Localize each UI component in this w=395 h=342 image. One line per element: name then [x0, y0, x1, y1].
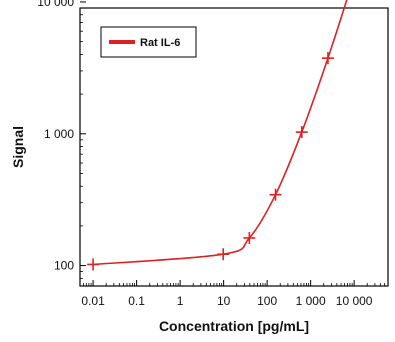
x-tick-label: 1 000: [296, 294, 326, 308]
x-tick-label: 10: [217, 294, 231, 308]
x-tick-label: 100: [257, 294, 277, 308]
data-point-marker: [87, 258, 100, 271]
x-tick-label: 0.01: [81, 294, 105, 308]
y-tick-label: 10 000: [37, 0, 74, 9]
x-tick-label: 0.1: [128, 294, 145, 308]
x-tick-label: 1: [177, 294, 184, 308]
y-tick-label: 1 000: [44, 127, 74, 141]
plot-frame: [79, 7, 389, 287]
x-axis-tick-labels: 0.01 0.1 1 10 100 1 000 10 000: [81, 294, 372, 308]
data-point-marker: [295, 126, 308, 139]
x-tick-label: 10 000: [336, 294, 373, 308]
data-point-marker: [243, 231, 256, 244]
y-tick-label: 100: [54, 259, 74, 273]
y-axis-minor-ticks: [80, 14, 83, 279]
data-point-marker: [269, 188, 282, 201]
data-point-marker: [217, 248, 230, 261]
legend-label: Rat IL-6: [140, 37, 180, 49]
x-axis-minor-ticks: [83, 283, 385, 286]
series-layer: [87, 0, 348, 271]
y-axis-ticks: [80, 1, 86, 267]
data-point-marker: [321, 52, 334, 65]
x-axis-ticks: [92, 280, 355, 286]
x-axis-title: Concentration [pg/mL]: [159, 318, 309, 334]
y-axis-tick-labels: 100 1 000 10 000: [37, 0, 74, 273]
legend: Rat IL-6: [100, 26, 197, 58]
y-axis-title: Signal: [10, 126, 26, 168]
